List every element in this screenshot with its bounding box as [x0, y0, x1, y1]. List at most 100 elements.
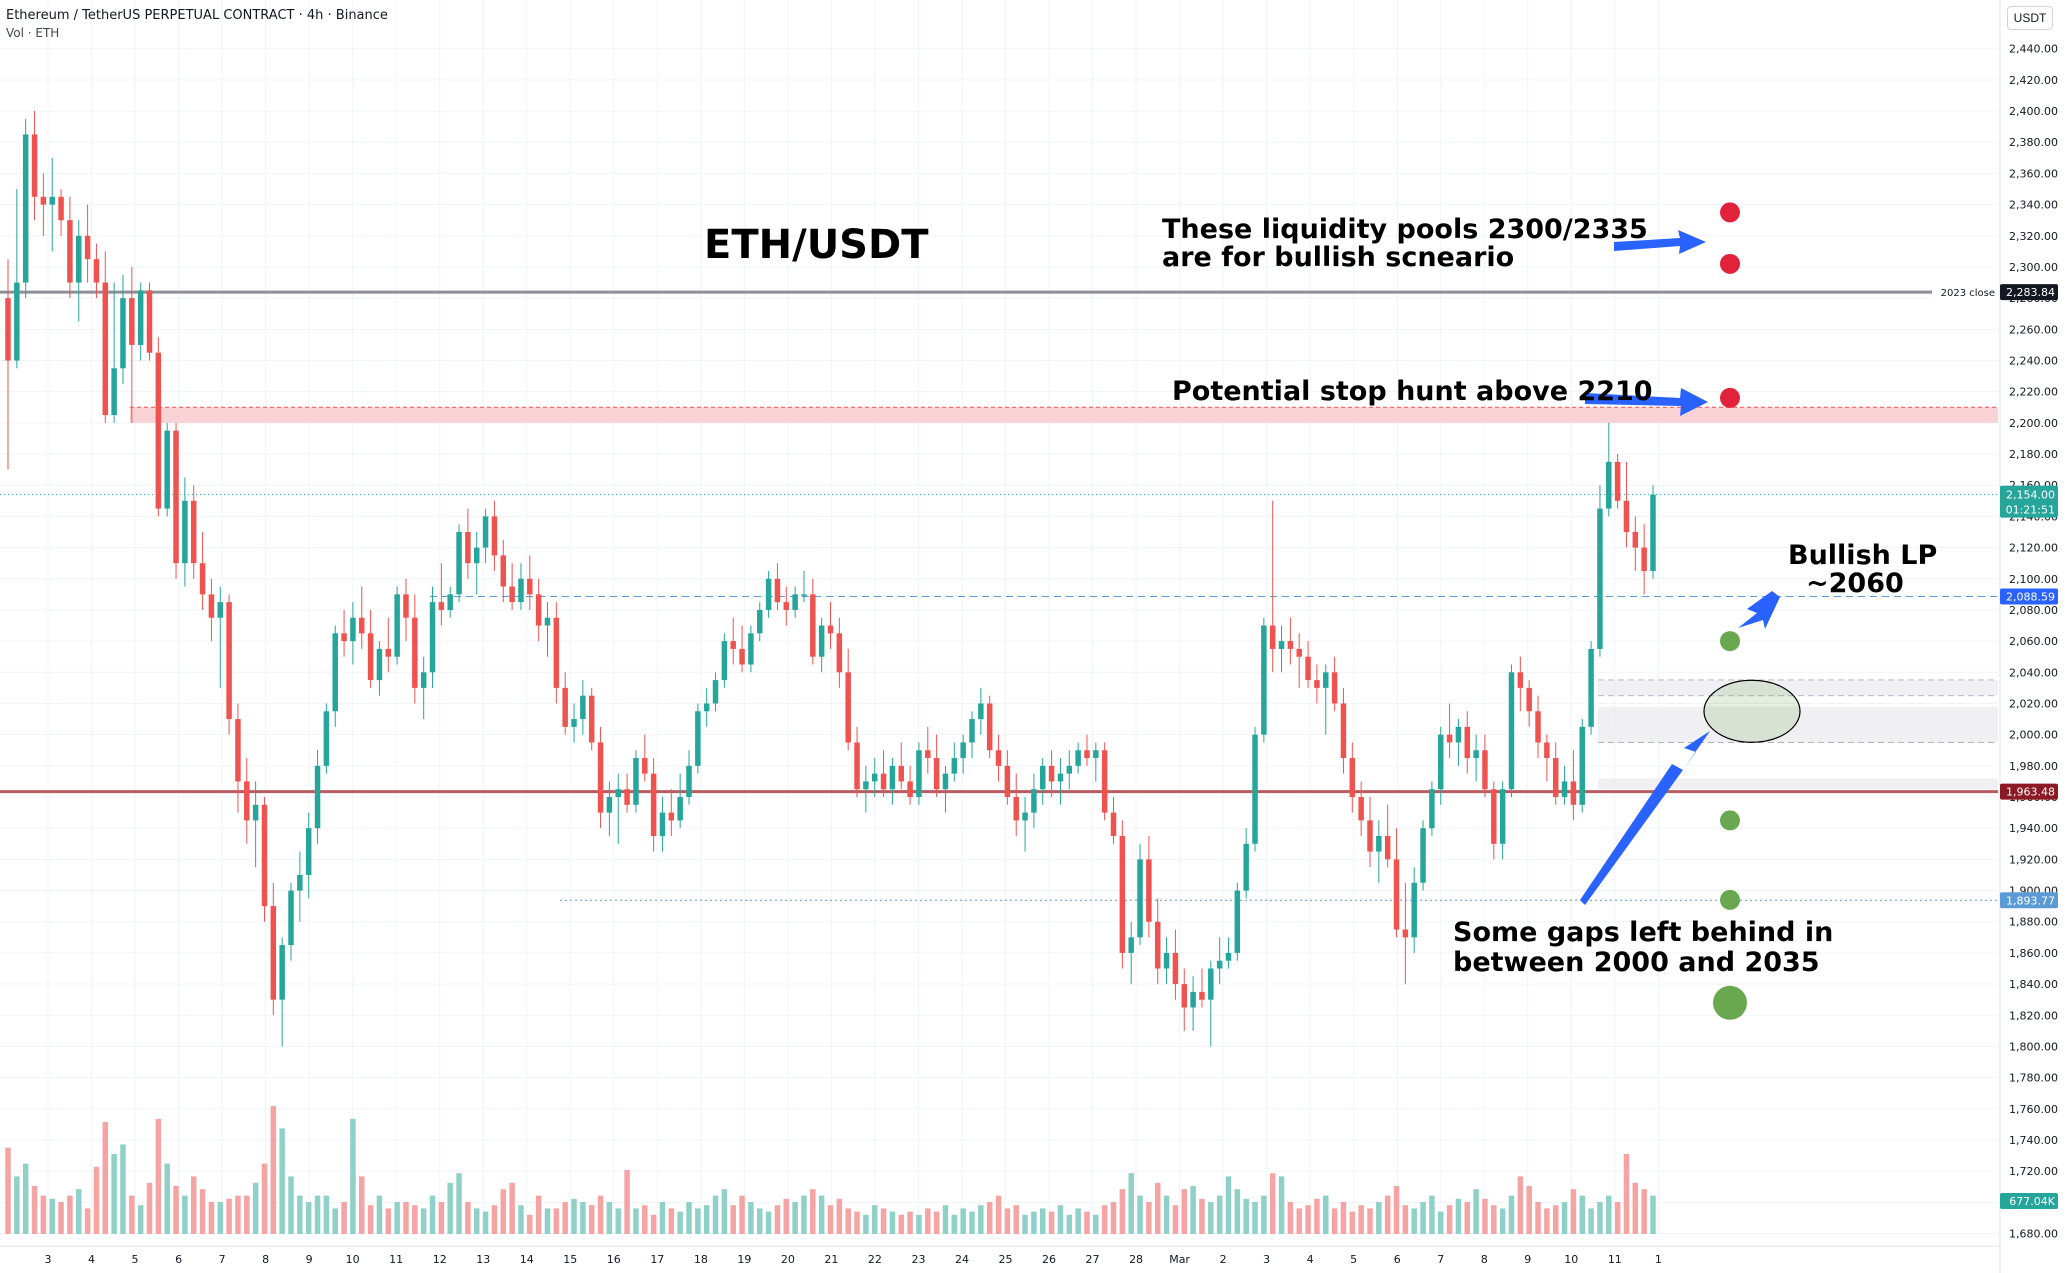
- volume-bar: [1243, 1198, 1249, 1234]
- candle-body: [1146, 859, 1152, 922]
- candle-body: [244, 781, 250, 821]
- candle-body: [1384, 835, 1391, 860]
- volume-bar: [350, 1118, 356, 1234]
- time-axis[interactable]: 3 4 5 6 7 8 9 10 11 12 13 14 15 16 17 18 19 20 21 22 23 24 25 2…: [0, 1245, 2000, 1266]
- volume-bar: [473, 1208, 480, 1234]
- volume-legend[interactable]: Vol · ETH: [6, 26, 60, 40]
- candle-body: [836, 633, 843, 673]
- time-tick-label: 6: [175, 1253, 182, 1266]
- candle-body: [1340, 703, 1347, 759]
- candle-body: [889, 765, 896, 790]
- price-tick-label: 1,860.00: [2009, 947, 2058, 960]
- volume-bar: [332, 1208, 338, 1234]
- volume-bars: [5, 1106, 1656, 1234]
- volume-bar: [535, 1195, 542, 1234]
- candle-body: [1376, 835, 1382, 852]
- price-axis[interactable]: 2,440.00 2,420.00 2,400.00 2,380.00 2,360.00…: [1999, 0, 2058, 1273]
- level-1963-tag-bg: [2000, 783, 2058, 800]
- candle-body: [1614, 461, 1621, 501]
- volume-bar: [1101, 1205, 1108, 1234]
- volume-bar: [412, 1205, 418, 1234]
- candle-body: [757, 609, 763, 634]
- volume-bar: [1597, 1202, 1603, 1234]
- candle-body: [1305, 656, 1311, 681]
- symbol-header[interactable]: Ethereum / TetherUS PERPETUAL CONTRACT ·…: [6, 8, 388, 23]
- red-dot-icon: [1720, 253, 1740, 274]
- time-tick-label: 21: [824, 1253, 838, 1266]
- volume-bar: [721, 1189, 728, 1234]
- candle-body: [350, 617, 356, 642]
- candle-body: [1588, 648, 1594, 727]
- volume-bar: [969, 1211, 975, 1234]
- price-tick-label: 1,880.00: [2009, 916, 2058, 929]
- candle-body: [712, 680, 719, 704]
- candle-body: [1650, 494, 1656, 571]
- volume-bar: [880, 1208, 887, 1234]
- level-2088-tag-bg: [2000, 588, 2058, 605]
- volume-bar: [633, 1208, 639, 1234]
- candle-body: [562, 687, 568, 727]
- candle-body: [1570, 781, 1577, 805]
- candle-body: [1181, 984, 1188, 1008]
- arrow-stop-hunt-icon: [1585, 388, 1708, 416]
- volume-bar: [1031, 1211, 1037, 1234]
- time-tick-label: 4: [1307, 1253, 1314, 1266]
- close-2023-label: 2023 close: [1941, 288, 1995, 299]
- volume-bar: [951, 1214, 958, 1234]
- bullish-lp-note: Bullish LP ~2060: [1788, 542, 1937, 598]
- volume-bar: [376, 1195, 383, 1234]
- volume-bar: [252, 1182, 259, 1234]
- candle-body: [341, 633, 347, 642]
- volume-bar: [1278, 1176, 1285, 1234]
- time-tick-label: 7: [219, 1253, 226, 1266]
- time-tick-label: Mar: [1169, 1253, 1190, 1266]
- volume-bar: [1349, 1211, 1356, 1234]
- volume-bar: [1146, 1202, 1152, 1234]
- candle-body: [650, 773, 657, 836]
- time-tick-label: 17: [650, 1253, 664, 1266]
- candle-body: [1110, 812, 1117, 836]
- volume-bar: [712, 1195, 719, 1234]
- currency-button[interactable]: USDT: [2007, 6, 2053, 30]
- time-tick-label: 3: [1263, 1253, 1270, 1266]
- candle-body: [1314, 680, 1320, 688]
- price-tick-label: 2,380.00: [2009, 136, 2058, 149]
- price-zones: [130, 406, 1998, 790]
- volume-bar: [801, 1195, 807, 1234]
- volume-bar: [1614, 1202, 1621, 1234]
- volume-bar: [1269, 1173, 1276, 1234]
- volume-bar: [677, 1211, 683, 1234]
- volume-bar: [164, 1163, 170, 1234]
- price-tick-label: 2,220.00: [2009, 386, 2058, 399]
- volume-bar: [1446, 1205, 1453, 1234]
- candle-body: [1517, 672, 1524, 688]
- price-tick-label: 2,100.00: [2009, 573, 2058, 586]
- candle-body: [1473, 750, 1479, 759]
- candle-body: [1084, 750, 1090, 759]
- price-tick-label: 2,020.00: [2009, 697, 2058, 710]
- volume-bar: [765, 1211, 772, 1234]
- annotation-arrows: [1580, 230, 1780, 905]
- candle-body: [1323, 672, 1329, 688]
- candle-body: [1278, 641, 1285, 649]
- candle-body: [703, 703, 710, 712]
- volume-bar: [986, 1202, 993, 1234]
- candle-body: [226, 602, 232, 720]
- volume-bar: [1632, 1182, 1639, 1234]
- volume-bar: [1013, 1205, 1019, 1234]
- volume-bar: [270, 1106, 277, 1234]
- volume-bar: [527, 1214, 533, 1234]
- volume-bar: [836, 1198, 843, 1234]
- volume-bar: [1314, 1198, 1320, 1234]
- candle-body: [810, 594, 816, 657]
- volume-bar: [863, 1214, 869, 1234]
- candle-body: [783, 602, 790, 610]
- candle-body: [500, 555, 507, 587]
- price-tick-label: 2,200.00: [2009, 417, 2058, 430]
- candle-body: [137, 290, 144, 345]
- volume-bar: [774, 1205, 781, 1234]
- volume-bar: [642, 1205, 648, 1234]
- volume-bar: [783, 1198, 790, 1234]
